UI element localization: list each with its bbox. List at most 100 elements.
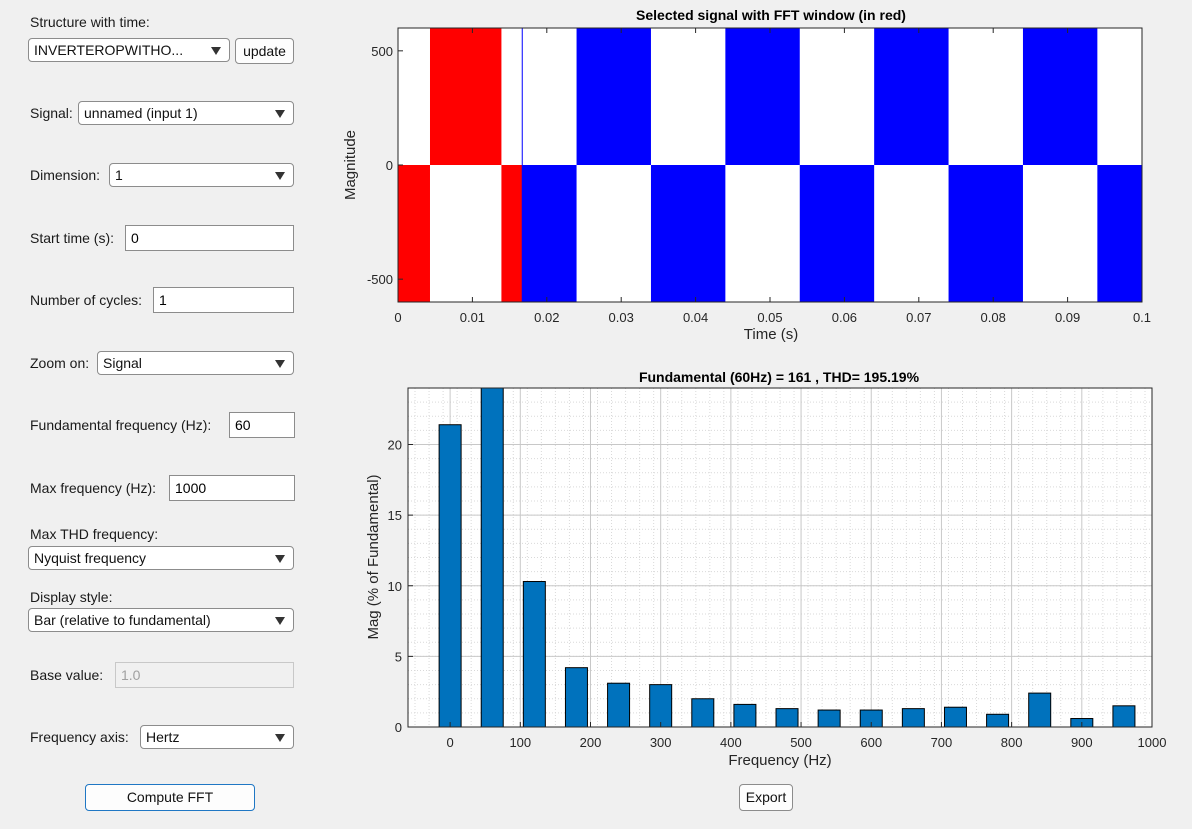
fft-x-tick-label: 1000: [1138, 735, 1167, 750]
display-style-label: Display style:: [30, 589, 113, 605]
display-style-dropdown[interactable]: Bar (relative to fundamental): [28, 608, 294, 632]
fft-chart-title: Fundamental (60Hz) = 161 , THD= 195.19%: [639, 369, 920, 385]
zoom-label: Zoom on:: [30, 355, 90, 371]
fft-bar: [733, 703, 757, 728]
chevron-down-icon: [275, 617, 285, 625]
signal-x-tick-label: 0.04: [683, 310, 708, 325]
signal-y-axis-label: Magnitude: [342, 130, 359, 200]
structure-dropdown[interactable]: INVERTEROPWITHO...: [28, 38, 230, 62]
fft-bar: [480, 387, 504, 728]
fft-y-tick-label: 20: [388, 438, 402, 453]
signal-pulse: [501, 165, 523, 302]
fft-x-tick-label: 700: [931, 735, 953, 750]
signal-x-tick-label: 0.05: [757, 310, 782, 325]
signal-pulse: [948, 165, 1023, 302]
compute-fft-button[interactable]: Compute FFT: [85, 784, 255, 811]
max-freq-label: Max frequency (Hz):: [30, 480, 157, 496]
fft-x-tick-label: 300: [650, 735, 672, 750]
freq-axis-dropdown[interactable]: Hertz: [140, 725, 294, 749]
fft-x-axis-label: Frequency (Hz): [728, 752, 831, 769]
signal-y-ticks: 500 0 -500: [367, 44, 403, 287]
fft-plot-frame: [407, 387, 1153, 728]
signal-x-tick-label: 0: [394, 310, 401, 325]
fft-bar: [817, 709, 841, 728]
max-thd-value: Nyquist frequency: [34, 550, 147, 566]
fft-bar: [649, 684, 673, 728]
fund-freq-label: Fundamental frequency (Hz):: [30, 417, 212, 433]
chevron-down-icon: [275, 110, 285, 118]
signal-dropdown[interactable]: unnamed (input 1): [78, 101, 294, 125]
export-button[interactable]: Export: [739, 784, 793, 811]
zoom-dropdown[interactable]: Signal: [97, 351, 294, 375]
cycles-label: Number of cycles:: [30, 292, 143, 308]
chevron-down-icon: [275, 360, 285, 368]
signal-x-tick-label: 0.01: [460, 310, 485, 325]
fft-bar: [943, 706, 967, 728]
fft-y-tick-label: 10: [388, 579, 402, 594]
dimension-value: 1: [115, 167, 123, 183]
start-time-input[interactable]: 0: [125, 225, 294, 251]
freq-axis-label: Frequency axis:: [30, 729, 129, 745]
fft-x-tick-label: 600: [860, 735, 882, 750]
base-value-input: 1.0: [115, 662, 294, 688]
signal-x-tick-label: 0.06: [832, 310, 857, 325]
start-time-label: Start time (s):: [30, 230, 115, 246]
structure-label: Structure with time:: [30, 14, 150, 30]
chevron-down-icon: [275, 172, 285, 180]
signal-pulse: [1022, 28, 1098, 165]
signal-pulses: [398, 28, 1142, 302]
fft-x-tick-label: 800: [1001, 735, 1023, 750]
signal-x-ticks: 0 0.01 0.02 0.03 0.04 0.05 0.06 0.07 0.08 0.09 0.1: [394, 28, 1151, 325]
structure-value: INVERTEROPWITHO...: [34, 42, 184, 58]
fft-bar: [901, 708, 925, 728]
zoom-value: Signal: [103, 355, 142, 371]
signal-pulse: [874, 28, 949, 165]
fft-y-tick-label: 5: [395, 649, 402, 664]
fund-freq-input[interactable]: 60: [229, 412, 295, 438]
chevron-down-icon: [275, 734, 285, 742]
fft-bar: [691, 698, 715, 728]
signal-pulse: [725, 28, 800, 165]
signal-label: Signal:: [30, 105, 73, 121]
chevron-down-icon: [275, 555, 285, 563]
dimension-dropdown[interactable]: 1: [109, 163, 294, 187]
max-freq-input[interactable]: 1000: [169, 475, 295, 501]
cycles-input[interactable]: 1: [153, 287, 294, 313]
fft-bar: [564, 667, 588, 728]
fft-y-ticks: 0 5 10 15 20: [388, 438, 413, 735]
signal-x-tick-label: 0.02: [534, 310, 559, 325]
fft-bar: [438, 424, 462, 728]
fft-y-axis-label: Mag (% of Fundamental): [365, 474, 382, 639]
fft-y-tick-label: 15: [388, 508, 402, 523]
signal-pulse: [650, 165, 726, 302]
signal-value: unnamed (input 1): [84, 105, 198, 121]
signal-pulse: [576, 28, 651, 165]
display-style-value: Bar (relative to fundamental): [34, 612, 211, 628]
signal-pulse: [1097, 165, 1142, 302]
fft-bar: [1112, 705, 1136, 728]
fft-y-tick-label: 0: [395, 720, 402, 735]
signal-y-tick-label: 0: [386, 158, 393, 173]
base-value-label: Base value:: [30, 667, 104, 683]
fft-x-tick-label: 100: [509, 735, 531, 750]
fft-x-tick-label: 400: [720, 735, 742, 750]
fft-bar: [1028, 692, 1052, 728]
signal-x-tick-label: 0.1: [1133, 310, 1151, 325]
signal-pulse: [799, 165, 875, 302]
max-thd-dropdown[interactable]: Nyquist frequency: [28, 546, 294, 570]
chevron-down-icon: [211, 47, 221, 55]
fft-bar: [986, 713, 1010, 728]
control-panel: Structure with time: INVERTEROPWITHO... …: [0, 0, 320, 829]
fft-chart: Fundamental (60Hz) = 161 , THD= 195.19% …: [365, 369, 1166, 769]
fft-x-tick-label: 200: [580, 735, 602, 750]
signal-chart-title: Selected signal with FFT window (in red): [636, 7, 906, 23]
fft-x-ticks: 0 100 200 300 400 500 600 700 800 900 1000: [446, 722, 1166, 750]
update-button[interactable]: update: [235, 38, 294, 64]
max-thd-label: Max THD frequency:: [30, 526, 159, 542]
signal-x-tick-label: 0.07: [906, 310, 931, 325]
signal-pulse: [398, 165, 430, 302]
fft-x-tick-label: 900: [1071, 735, 1093, 750]
signal-x-tick-label: 0.09: [1055, 310, 1080, 325]
signal-x-axis-label: Time (s): [744, 326, 798, 343]
